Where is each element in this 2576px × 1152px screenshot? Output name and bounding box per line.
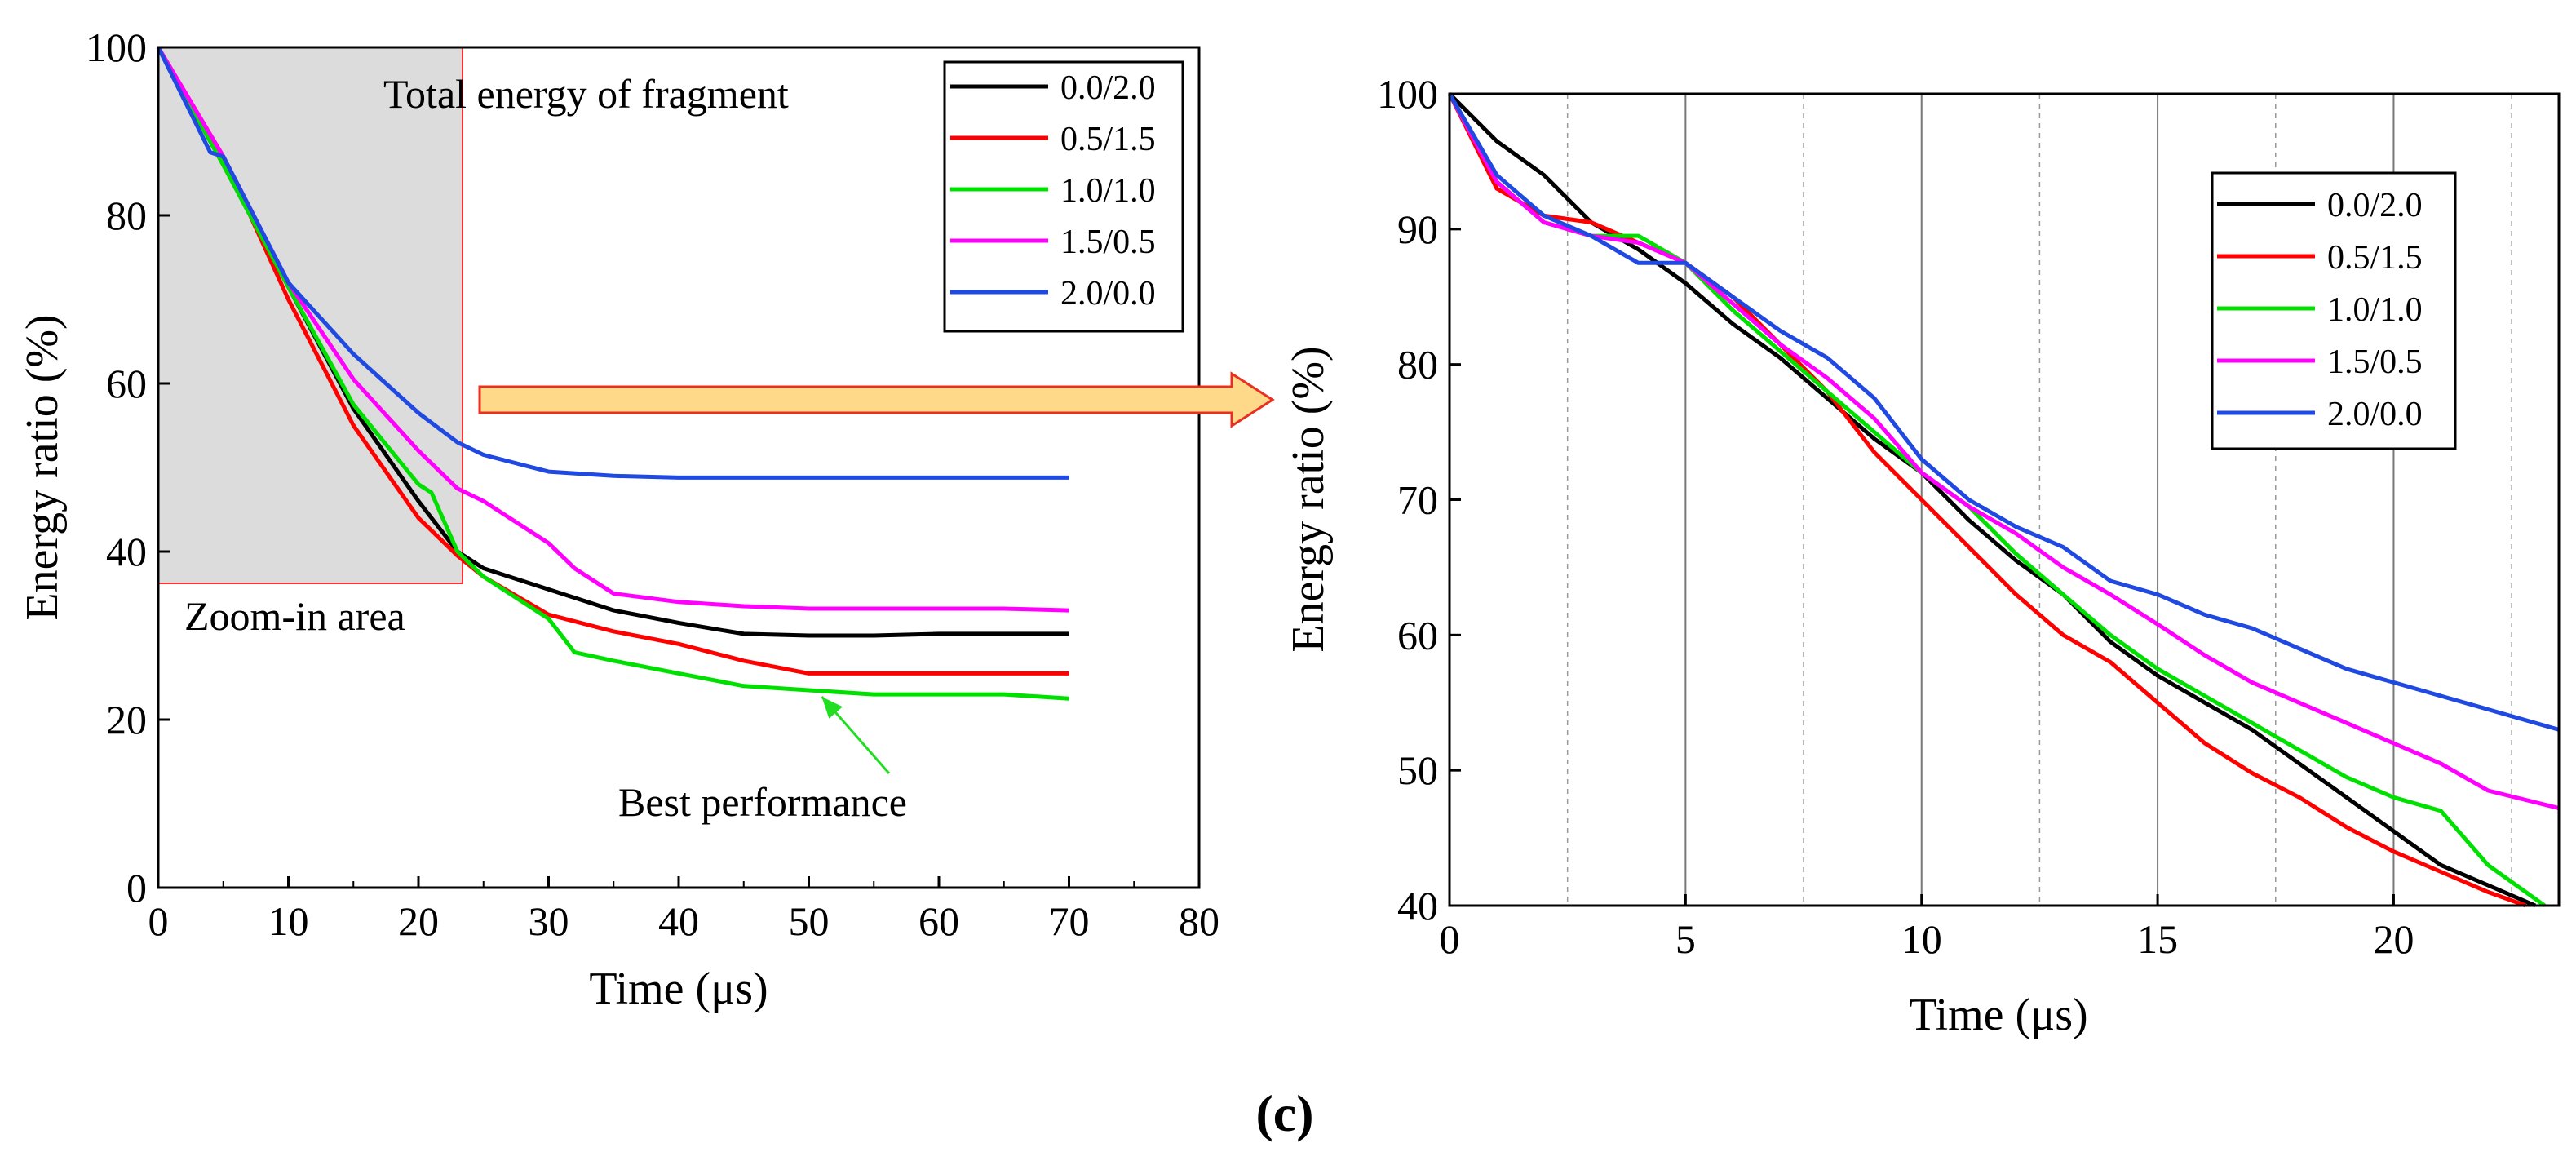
right-series-line-2.0-0.0 — [1447, 92, 2560, 732]
right-x-tick-label: 5 — [1675, 916, 1696, 962]
right-y-axis-title: Energy ratio (%) — [1283, 346, 1334, 652]
right-x-tick-label: 20 — [2373, 916, 2414, 962]
right-ticks-group: 0 5 10 15 20 40 50 60 70 80 90 100 — [1377, 71, 2414, 962]
left-y-tick-label: 80 — [106, 193, 147, 238]
left-x-axis-title: Time (μs) — [589, 964, 768, 1014]
left-ticks-group: 0 10 20 30 40 50 60 70 80 0 20 40 60 80 100 — [86, 24, 1219, 944]
left-legend-label: 1.0/1.0 — [1060, 172, 1156, 210]
left-chart-title: Total energy of fragment — [383, 71, 789, 117]
left-series-line-1.0-1.0 — [156, 46, 1069, 701]
right-legend-box — [2211, 171, 2457, 450]
left-x-tick-label: 0 — [148, 898, 169, 944]
right-legend-label: 0.5/1.5 — [2327, 239, 2423, 277]
right-x-axis-title: Time (μs) — [1909, 990, 2087, 1040]
right-legend-label: 0.0/2.0 — [2327, 187, 2423, 224]
right-legend-label: 2.0/0.0 — [2327, 396, 2423, 433]
zoom-in-area-label: Zoom-in area — [184, 593, 405, 639]
right-legend: 0.0/2.0 0.5/1.5 1.0/1.0 1.5/0.5 2.0/0.0 — [2217, 187, 2423, 433]
left-legend-label: 0.5/1.5 — [1060, 121, 1156, 158]
right-legend-label: 1.0/1.0 — [2327, 291, 2423, 329]
right-y-tick-label: 40 — [1397, 883, 1438, 928]
right-series-line-1.0-1.0 — [1447, 92, 2547, 908]
zoom-arrow — [478, 371, 1275, 428]
right-y-tick-label: 70 — [1397, 477, 1438, 523]
left-x-tick-label: 50 — [789, 898, 830, 944]
right-chart: 0 5 10 15 20 40 50 60 70 80 90 100 Time (μs) Energy… — [1283, 71, 2561, 1040]
figure-caption: (c) — [1255, 1084, 1313, 1142]
left-chart: Zoom-in area Total energy of fragment 0 1… — [17, 24, 1219, 1014]
right-x-tick-label: 0 — [1440, 916, 1460, 962]
left-x-tick-label: 20 — [398, 898, 439, 944]
left-y-tick-label: 40 — [106, 529, 147, 574]
left-x-tick-label: 60 — [918, 898, 959, 944]
left-series-line-1.5-0.5 — [156, 46, 1069, 613]
right-series-line-1.5-0.5 — [1447, 92, 2560, 811]
right-y-tick-label: 90 — [1397, 206, 1438, 252]
right-y-tick-label: 100 — [1377, 71, 1438, 117]
right-y-tick-label: 50 — [1397, 747, 1438, 793]
left-y-tick-label: 100 — [86, 24, 147, 70]
right-y-tick-label: 80 — [1397, 342, 1438, 388]
left-y-axis-title: Energy ratio (%) — [17, 314, 68, 620]
right-x-tick-label: 15 — [2137, 916, 2178, 962]
left-series-line-0.5-1.5 — [156, 46, 1069, 676]
right-legend-label: 1.5/0.5 — [2327, 343, 2423, 381]
left-series-group — [156, 46, 1069, 701]
left-legend-label: 1.5/0.5 — [1060, 224, 1156, 261]
left-x-tick-label: 30 — [529, 898, 569, 944]
right-series-line-0.5-1.5 — [1447, 92, 2527, 908]
left-x-tick-label: 70 — [1049, 898, 1090, 944]
left-series-line-2.0-0.0 — [156, 46, 1069, 480]
left-legend-box — [943, 60, 1184, 333]
left-legend-label: 2.0/0.0 — [1060, 275, 1156, 312]
right-series-group — [1447, 92, 2560, 908]
left-x-tick-label: 80 — [1179, 898, 1219, 944]
best-performance-arrowhead — [821, 696, 843, 719]
left-legend: 0.0/2.0 0.5/1.5 1.0/1.0 1.5/0.5 2.0/0.0 — [950, 69, 1156, 312]
left-y-tick-label: 0 — [126, 865, 147, 911]
left-x-tick-label: 40 — [658, 898, 699, 944]
right-y-tick-label: 60 — [1397, 612, 1438, 658]
left-y-tick-label: 60 — [106, 361, 147, 406]
left-y-tick-label: 20 — [106, 697, 147, 742]
best-performance-label: Best performance — [618, 779, 907, 825]
right-series-line-0.0-2.0 — [1448, 92, 2537, 908]
right-x-tick-label: 10 — [1901, 916, 1942, 962]
left-x-tick-label: 10 — [268, 898, 309, 944]
left-legend-label: 0.0/2.0 — [1060, 69, 1156, 107]
